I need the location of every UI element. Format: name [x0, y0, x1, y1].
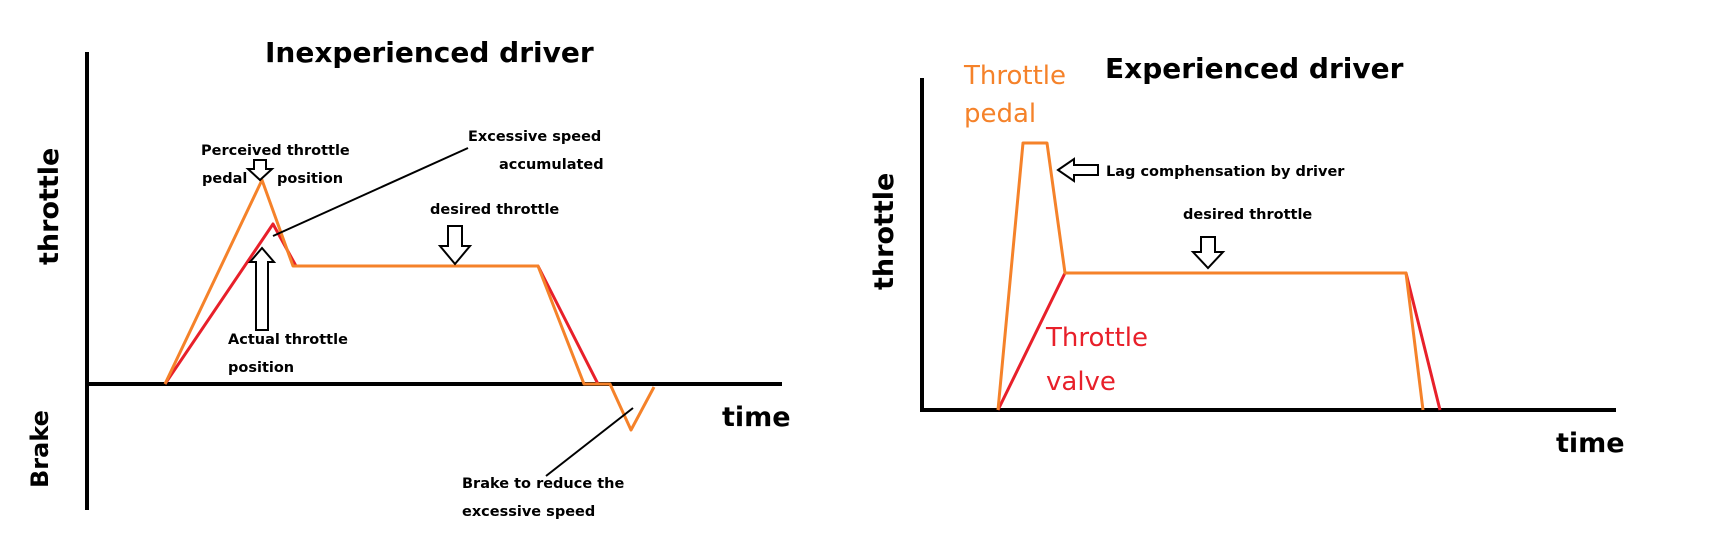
- left-perceived-label-2a: pedal: [202, 171, 247, 187]
- left-perceived-label-2b: position: [277, 171, 343, 187]
- left-perceived-arrow-icon: [245, 159, 275, 182]
- left-throttle-pedal-line: [163, 178, 656, 432]
- right-panel: Experienced driver throttle time Throttl…: [869, 52, 1625, 459]
- left-perceived-label-1: Perceived throttle: [201, 143, 350, 159]
- left-x-label: time: [722, 402, 791, 433]
- right-valve-label-1: Throttle: [1045, 323, 1148, 353]
- left-actual-label-1: Actual throttle: [228, 332, 348, 348]
- left-excess-pointer: [272, 147, 469, 237]
- right-pedal-label-2: pedal: [964, 99, 1036, 129]
- right-valve-label-2: valve: [1046, 367, 1116, 397]
- left-excess-label-2: accumulated: [499, 157, 604, 173]
- left-excess-label-1: Excessive speed: [468, 129, 601, 145]
- right-y-label: throttle: [869, 173, 900, 290]
- left-brake-annotation-1: Brake to reduce the: [462, 476, 624, 492]
- right-desired-label: desired throttle: [1183, 207, 1312, 223]
- right-pedal-label-1: Throttle: [963, 61, 1066, 91]
- left-brake-annotation-2: excessive speed: [462, 504, 595, 520]
- right-lag-arrow-icon: [1056, 157, 1099, 183]
- left-desired-arrow-icon: [437, 225, 473, 266]
- left-desired-label: desired throttle: [430, 202, 559, 218]
- right-lag-label: Lag comphensation by driver: [1106, 164, 1345, 180]
- left-panel: Inexperienced driver throttle Brake time…: [26, 36, 791, 520]
- left-title: Inexperienced driver: [265, 36, 594, 69]
- right-title: Experienced driver: [1105, 52, 1404, 85]
- left-brake-pointer: [545, 407, 634, 477]
- left-brake-label: Brake: [26, 410, 54, 488]
- left-y-label: throttle: [34, 148, 65, 265]
- left-actual-arrow-icon: [247, 246, 277, 331]
- right-desired-arrow-icon: [1190, 236, 1226, 270]
- right-throttle-pedal-line: [996, 141, 1425, 411]
- left-actual-label-2: position: [228, 360, 294, 376]
- right-x-label: time: [1556, 428, 1625, 459]
